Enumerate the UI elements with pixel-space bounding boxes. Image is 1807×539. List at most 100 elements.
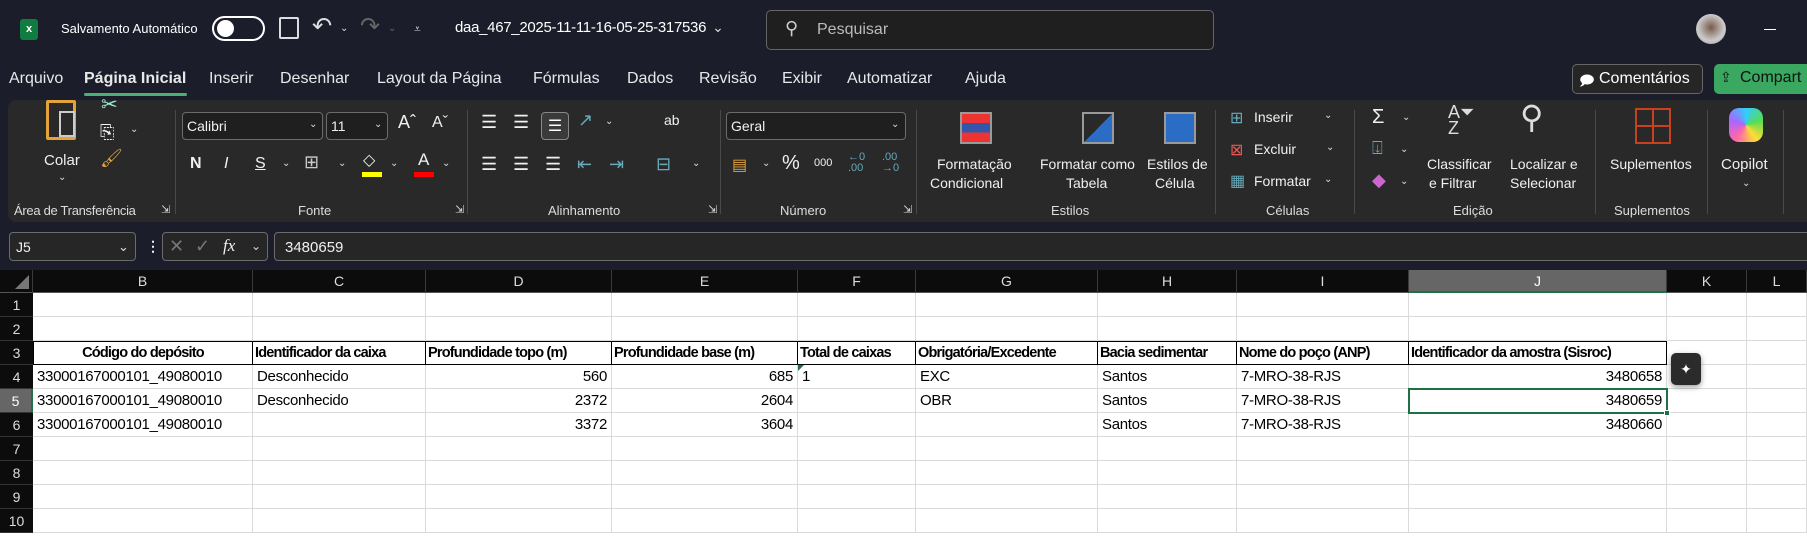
column-title[interactable]: Profundidade topo (m) <box>426 341 612 365</box>
align-center-icon[interactable]: ☰ <box>513 154 530 174</box>
cell[interactable] <box>1409 317 1667 341</box>
row-header-5[interactable]: 5 <box>0 389 33 413</box>
cell[interactable] <box>1098 317 1237 341</box>
cell[interactable] <box>798 509 916 533</box>
cell[interactable] <box>426 509 612 533</box>
cell[interactable] <box>1237 317 1409 341</box>
cell[interactable] <box>1409 485 1667 509</box>
function-dropdown-icon[interactable]: ⌄ <box>251 239 262 253</box>
cell[interactable] <box>1747 509 1807 533</box>
column-header-l[interactable]: L <box>1747 270 1807 293</box>
orientation-icon[interactable]: ↗ <box>578 110 594 130</box>
more-options-icon[interactable]: ⋮ <box>146 238 160 254</box>
column-header-d[interactable]: D <box>426 270 612 293</box>
cell[interactable] <box>426 461 612 485</box>
sort-filter-label[interactable]: Classificar <box>1427 156 1492 172</box>
fill-handle[interactable] <box>1664 410 1670 416</box>
cell[interactable]: 3480658 <box>1409 365 1667 389</box>
addins-icon[interactable] <box>1635 108 1671 144</box>
font-size-dropdown[interactable]: 11 ⌄ <box>326 112 388 140</box>
copilot-button[interactable]: Copilot <box>1721 156 1768 173</box>
cell[interactable]: EXC <box>916 365 1098 389</box>
cell[interactable] <box>253 461 426 485</box>
column-title[interactable]: Código do depósito <box>33 341 253 365</box>
column-title[interactable]: Obrigatória/Excedente <box>916 341 1098 365</box>
cell[interactable] <box>1667 293 1747 317</box>
cell[interactable] <box>1747 437 1807 461</box>
cell[interactable] <box>1667 317 1747 341</box>
cell[interactable] <box>1098 461 1237 485</box>
increase-font-icon[interactable]: Aˆ <box>398 112 416 132</box>
autosave-toggle[interactable] <box>212 16 265 41</box>
cell[interactable] <box>253 437 426 461</box>
cell[interactable] <box>1747 485 1807 509</box>
cell[interactable]: 2372 <box>426 389 612 413</box>
cell[interactable] <box>1747 317 1807 341</box>
decrease-indent-icon[interactable]: ⇤ <box>577 154 593 174</box>
insert-cells-button[interactable]: Inserir <box>1254 109 1293 125</box>
cell[interactable] <box>916 437 1098 461</box>
format-as-table-label-2[interactable]: Tabela <box>1066 175 1108 191</box>
row-header-2[interactable]: 2 <box>0 317 33 341</box>
cell[interactable] <box>1667 485 1747 509</box>
insert-function-icon[interactable]: fx <box>223 236 236 255</box>
column-header-c[interactable]: C <box>253 270 426 293</box>
cell[interactable] <box>1098 485 1237 509</box>
font-launcher-icon[interactable]: ⇲ <box>455 204 465 216</box>
cell[interactable] <box>1098 509 1237 533</box>
cell[interactable] <box>1409 509 1667 533</box>
minimize-button[interactable] <box>1764 29 1776 30</box>
cancel-icon[interactable]: ✕ <box>169 236 185 256</box>
font-name-dropdown[interactable]: Calibri ⌄ <box>182 112 323 140</box>
cell[interactable] <box>916 317 1098 341</box>
sort-filter-icon[interactable]: A⏷ Z <box>1448 102 1475 138</box>
find-select-label[interactable]: Localizar e <box>1510 156 1578 172</box>
fill-icon[interactable]: ⍗ <box>1372 138 1383 158</box>
cell[interactable]: 7-MRO-38-RJS <box>1237 413 1409 437</box>
cell[interactable] <box>916 485 1098 509</box>
cell[interactable] <box>33 437 253 461</box>
wrap-text-icon[interactable]: ab <box>664 112 680 128</box>
tab-dados[interactable]: Dados <box>627 70 674 87</box>
row-header-4[interactable]: 4 <box>0 365 33 389</box>
copilot-icon[interactable] <box>1729 108 1763 142</box>
thousands-button[interactable]: 000 <box>814 157 833 169</box>
merge-dropdown-icon[interactable]: ⌄ <box>692 158 701 169</box>
cell[interactable]: 2604 <box>612 389 798 413</box>
number-launcher-icon[interactable]: ⇲ <box>903 204 913 216</box>
cell[interactable] <box>1747 365 1807 389</box>
redo-dropdown-icon[interactable]: ⌄ <box>388 23 397 34</box>
cell[interactable] <box>253 509 426 533</box>
font-color-icon[interactable]: A <box>418 150 430 169</box>
format-as-table-icon[interactable] <box>1082 112 1114 144</box>
enter-icon[interactable]: ✓ <box>195 236 211 256</box>
cell[interactable] <box>1237 461 1409 485</box>
selected-cell[interactable]: 3480659 <box>1408 388 1670 416</box>
column-header-g[interactable]: G <box>916 270 1098 293</box>
increase-decimal-icon[interactable]: ←0.00 <box>848 151 866 174</box>
autosum-dropdown-icon[interactable]: ⌄ <box>1402 112 1411 123</box>
row-header-7[interactable]: 7 <box>0 437 33 461</box>
cell[interactable] <box>1667 389 1747 413</box>
fill-dropdown-icon[interactable]: ⌄ <box>390 158 399 169</box>
cell[interactable] <box>612 437 798 461</box>
underline-button[interactable]: S <box>255 155 266 172</box>
paste-icon[interactable] <box>46 100 76 140</box>
paste-dropdown-icon[interactable]: ⌄ <box>58 172 67 183</box>
delete-cells-button[interactable]: Excluir <box>1254 141 1297 157</box>
cell[interactable] <box>426 317 612 341</box>
tab-exibir[interactable]: Exibir <box>782 70 823 87</box>
cell[interactable]: 3372 <box>426 413 612 437</box>
cell[interactable] <box>253 413 426 437</box>
italic-button[interactable]: I <box>224 155 229 172</box>
search-box[interactable]: ⚲ Pesquisar <box>766 10 1214 50</box>
column-title[interactable]: Profundidade base (m) <box>612 341 798 365</box>
align-bottom-button[interactable]: ☰ <box>541 112 569 140</box>
cell[interactable] <box>798 317 916 341</box>
cell[interactable] <box>916 413 1098 437</box>
row-header-8[interactable]: 8 <box>0 461 33 485</box>
row-header-10[interactable]: 10 <box>0 509 33 533</box>
cell[interactable] <box>1409 461 1667 485</box>
cell[interactable] <box>33 461 253 485</box>
row-header-3[interactable]: 3 <box>0 341 33 365</box>
